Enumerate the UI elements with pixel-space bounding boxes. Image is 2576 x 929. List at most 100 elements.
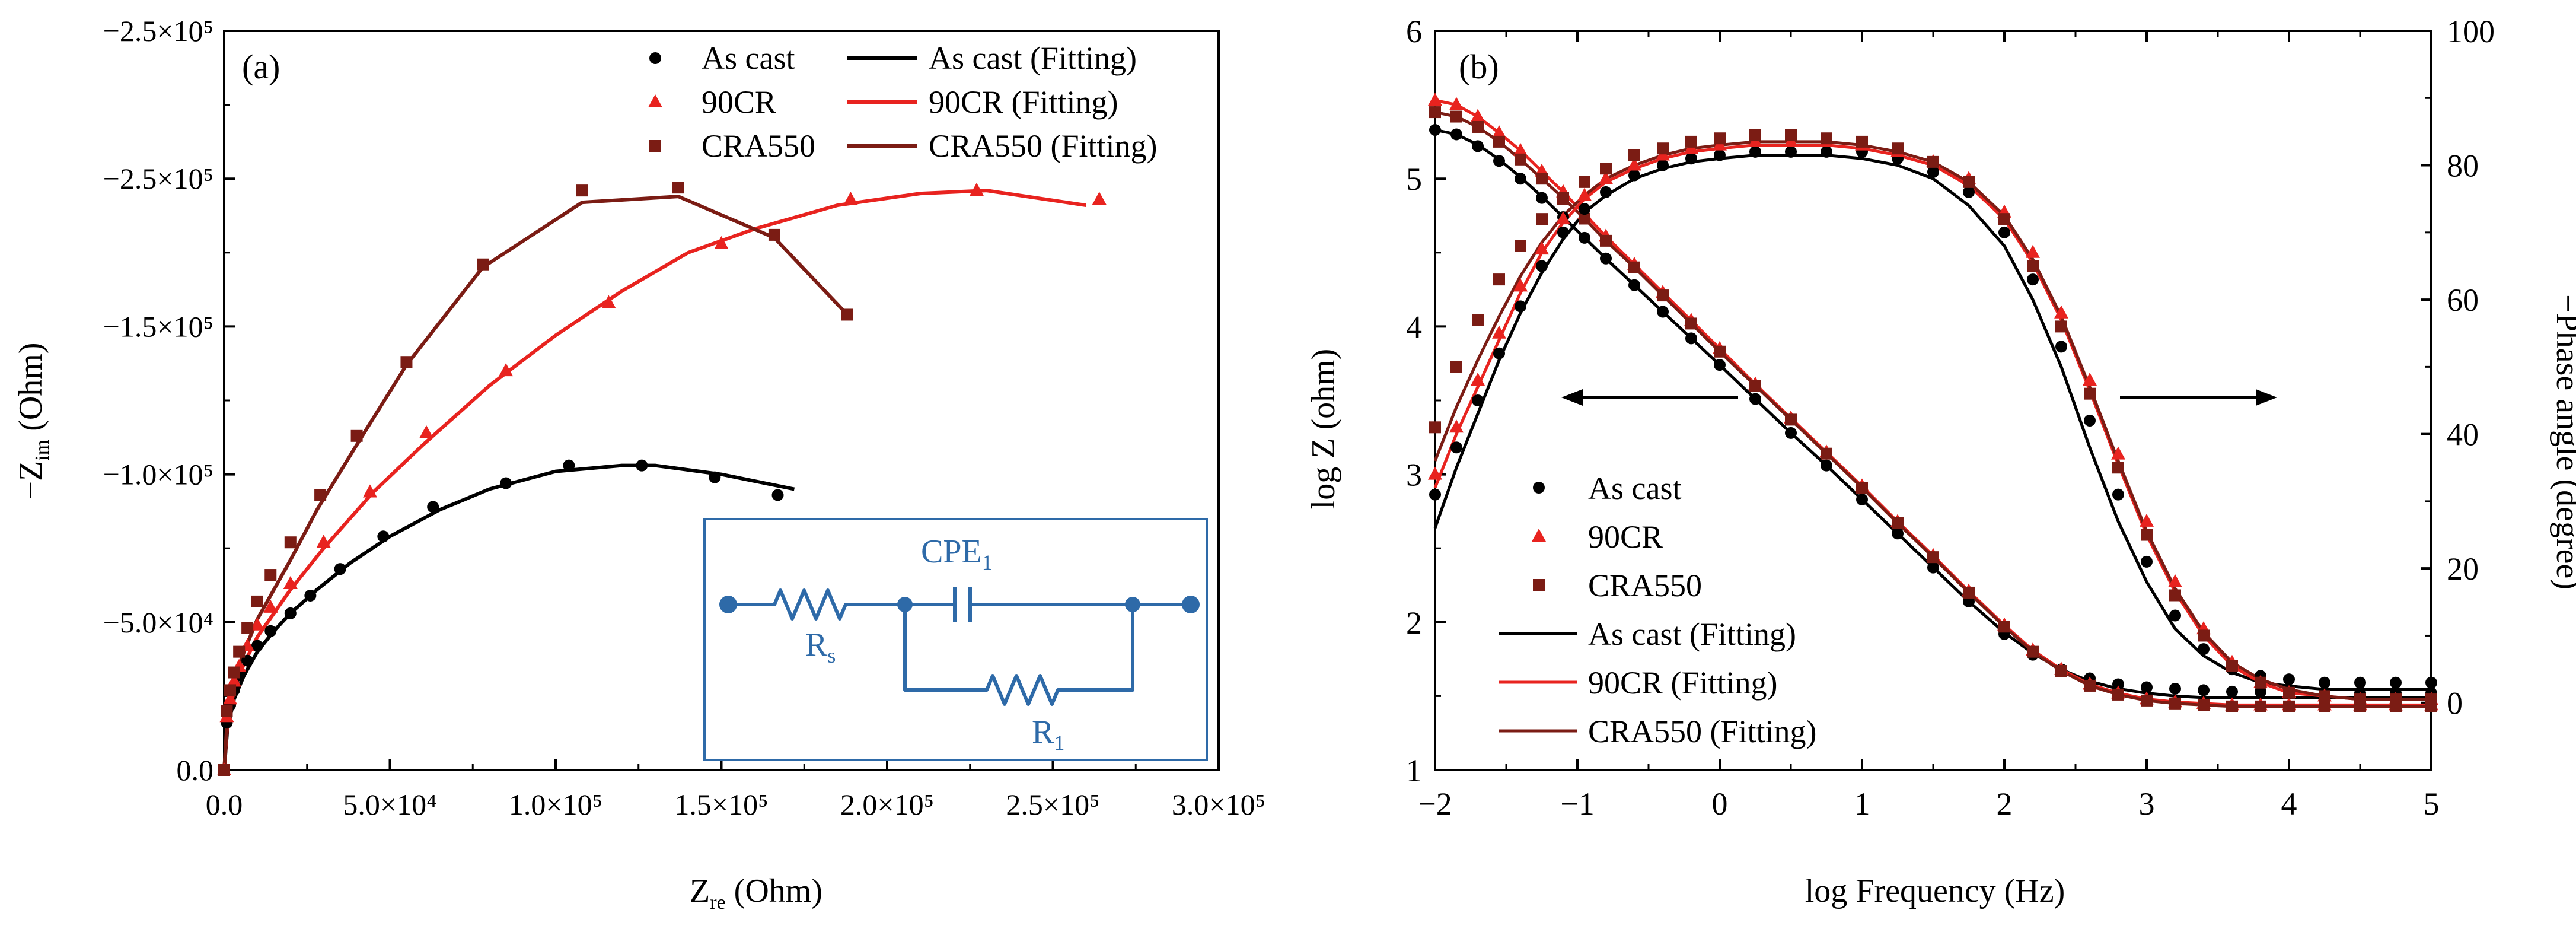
data-point-as-cast bbox=[2425, 676, 2437, 689]
data-point-cra550 bbox=[2198, 629, 2210, 642]
data-point-as-cast bbox=[264, 625, 277, 637]
data-point-cra550 bbox=[1472, 314, 1484, 326]
resistor-r1 bbox=[903, 605, 1134, 706]
data-point-cra550 bbox=[1963, 586, 1975, 599]
data-point-cra550 bbox=[2141, 529, 2153, 541]
data-point-as-cast bbox=[1963, 186, 1975, 198]
data-point-90cr bbox=[283, 576, 298, 590]
data-point-as-cast bbox=[1515, 300, 1526, 313]
data-point-cra550 bbox=[2226, 660, 2238, 672]
data-point-90cr bbox=[419, 425, 433, 438]
panel-a-label: (a) bbox=[242, 47, 280, 86]
circuit-frame bbox=[703, 518, 1208, 761]
data-point-as-cast bbox=[1536, 260, 1548, 272]
data-point-cra550 bbox=[1856, 135, 1868, 148]
data-point-90cr bbox=[1535, 241, 1549, 255]
data-point-cra550 bbox=[218, 764, 230, 776]
data-point-cra550 bbox=[477, 258, 489, 271]
data-point-as-cast bbox=[1821, 459, 1832, 472]
data-point-cra550 bbox=[1714, 345, 1726, 358]
data-point-as-cast bbox=[1628, 279, 1640, 291]
data-point-90cr bbox=[1556, 211, 1570, 225]
data-point-cra550 bbox=[1515, 153, 1526, 166]
panel-a-x-tick-label: 5.0×10⁴ bbox=[343, 788, 436, 821]
legend-label-cra550: CRA550 bbox=[702, 128, 815, 164]
data-point-90cr bbox=[714, 236, 729, 249]
data-point-as-cast bbox=[1998, 226, 2010, 238]
data-point-as-cast bbox=[2169, 682, 2181, 695]
panel-a-series bbox=[217, 182, 1107, 776]
panel-a-x-tick-label: 1.0×10⁵ bbox=[509, 788, 602, 821]
data-point-90cr bbox=[2168, 574, 2182, 587]
data-point-cra550 bbox=[2084, 679, 2096, 692]
data-point-cra550 bbox=[1536, 173, 1548, 185]
data-point-90cr bbox=[499, 363, 514, 377]
data-point-as-cast bbox=[1429, 123, 1441, 136]
data-point-cra550 bbox=[2283, 700, 2295, 712]
series-points-as-cast bbox=[218, 459, 784, 776]
data-point-90cr bbox=[227, 673, 241, 687]
data-point-90cr bbox=[1449, 97, 1464, 110]
series-line-as-cast-fitting bbox=[222, 463, 795, 771]
data-point-cra550 bbox=[1963, 176, 1975, 188]
data-point-cra550 bbox=[1600, 234, 1612, 247]
data-point-cra550 bbox=[2390, 693, 2402, 706]
panel-b-x-axis-label: log Frequency (Hz) bbox=[1805, 873, 2065, 909]
data-point-cra550 bbox=[1685, 317, 1697, 330]
data-point-as-cast bbox=[1657, 306, 1669, 318]
panel-b-right-y-tick-label: 40 bbox=[2447, 417, 2479, 453]
data-point-90cr bbox=[969, 183, 984, 196]
equivalent-circuit-inset: Rs CPE1 R1 bbox=[703, 518, 1208, 761]
legend-marker-as-cast bbox=[1533, 482, 1545, 494]
data-point-as-cast bbox=[334, 563, 346, 575]
data-point-cra550 bbox=[2198, 699, 2210, 711]
panel-b-legend: As cast 90CR CRA550 As cast (Fitting) 90CR (… bbox=[1499, 470, 1817, 749]
data-point-90cr bbox=[1513, 278, 1528, 292]
data-point-cra550 bbox=[841, 308, 853, 321]
data-point-cra550 bbox=[1515, 240, 1526, 252]
data-point-cra550 bbox=[1892, 142, 1904, 155]
series-points-cra550 bbox=[218, 182, 853, 776]
data-point-90cr bbox=[2054, 305, 2068, 319]
panel-a-axes: 0.0 5.0×10⁴ 1.0×10⁵ 1.5×10⁵ 2.0×10⁵ 2.5×10⁵ 3.… bbox=[103, 14, 1265, 821]
data-point-as-cast bbox=[1628, 169, 1640, 182]
circuit-label-rs: Rs bbox=[805, 626, 836, 667]
data-point-cra550 bbox=[2354, 693, 2366, 706]
panel-b-x-tick-label: 0 bbox=[1712, 786, 1728, 822]
data-point-as-cast bbox=[771, 489, 784, 501]
data-point-as-cast bbox=[563, 459, 575, 472]
legend-label-90cr: 90CR bbox=[702, 84, 776, 120]
panel-b-left-y-tick-label: 6 bbox=[1406, 14, 1422, 49]
data-point-cra550 bbox=[2255, 676, 2266, 689]
data-point-cra550 bbox=[768, 228, 780, 241]
data-point-cra550 bbox=[1657, 289, 1669, 302]
data-point-cra550 bbox=[233, 645, 246, 658]
data-point-as-cast bbox=[1579, 203, 1590, 215]
data-point-as-cast bbox=[2084, 414, 2096, 427]
data-point-cra550 bbox=[1628, 261, 1640, 273]
data-point-cra550 bbox=[284, 536, 297, 549]
series-line-90cr-fitting-right bbox=[1433, 144, 2431, 701]
data-point-as-cast bbox=[500, 477, 512, 489]
data-point-cra550 bbox=[1450, 110, 1462, 123]
data-point-cra550 bbox=[1579, 176, 1590, 188]
data-point-as-cast bbox=[377, 530, 390, 543]
panel-b-x-tick-label: 5 bbox=[2424, 786, 2440, 822]
data-point-90cr bbox=[250, 617, 264, 631]
data-point-cra550 bbox=[1927, 551, 1939, 564]
data-point-as-cast bbox=[1493, 155, 1505, 167]
panel-b-left-y-tick-label: 3 bbox=[1406, 457, 1422, 493]
data-point-cra550 bbox=[2084, 387, 2096, 400]
data-point-as-cast bbox=[2141, 681, 2153, 693]
legend-marker-90cr bbox=[1532, 529, 1546, 542]
data-point-cra550 bbox=[1450, 361, 1462, 373]
data-point-as-cast bbox=[2283, 673, 2295, 686]
data-point-cra550 bbox=[1821, 132, 1832, 145]
data-point-as-cast bbox=[709, 471, 721, 483]
data-point-cra550 bbox=[228, 666, 240, 679]
data-point-cra550 bbox=[2141, 694, 2153, 707]
series-line-cra550-fitting-left bbox=[1434, 110, 2431, 708]
data-point-as-cast bbox=[2319, 676, 2330, 689]
